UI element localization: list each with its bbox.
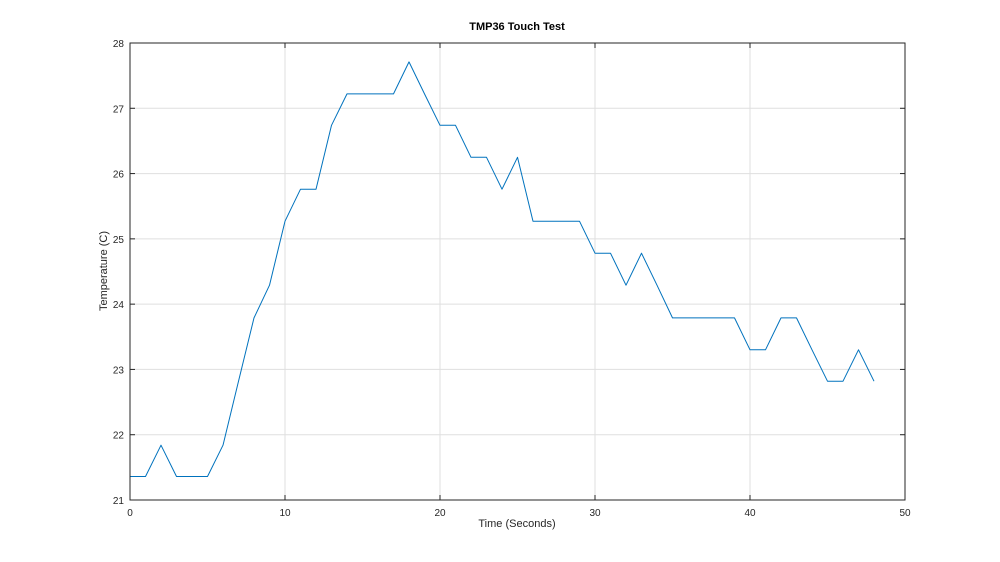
x-tick-label: 30: [589, 508, 601, 519]
x-tick-label: 20: [434, 508, 446, 519]
plot-frame: [129, 42, 906, 501]
y-axis-label: Temperature (C): [98, 231, 110, 311]
y-tick-label: 28: [113, 39, 125, 50]
y-tick-label: 22: [113, 431, 125, 442]
series-line-temperature: [130, 61, 875, 477]
series-layer: [130, 61, 875, 477]
plot-area: [130, 43, 905, 500]
grid: [130, 43, 905, 500]
chart-title: TMP36 Touch Test: [469, 21, 565, 33]
y-tick-label: 26: [113, 170, 125, 181]
x-tick-label: 40: [744, 508, 756, 519]
y-tick-label: 23: [113, 365, 125, 376]
y-tick-label: 24: [113, 300, 125, 311]
x-tick-label: 10: [279, 508, 291, 519]
y-tick-label: 21: [113, 496, 125, 507]
x-tick-label: 0: [127, 508, 133, 519]
x-axis-label: Time (Seconds): [478, 518, 555, 530]
x-tick-label: 50: [899, 508, 911, 519]
ticks: 0 10 20 30 40 50 21 22 23 24 25 26 27 28: [113, 39, 911, 519]
y-tick-label: 25: [113, 235, 125, 246]
y-tick-label: 27: [113, 104, 125, 115]
